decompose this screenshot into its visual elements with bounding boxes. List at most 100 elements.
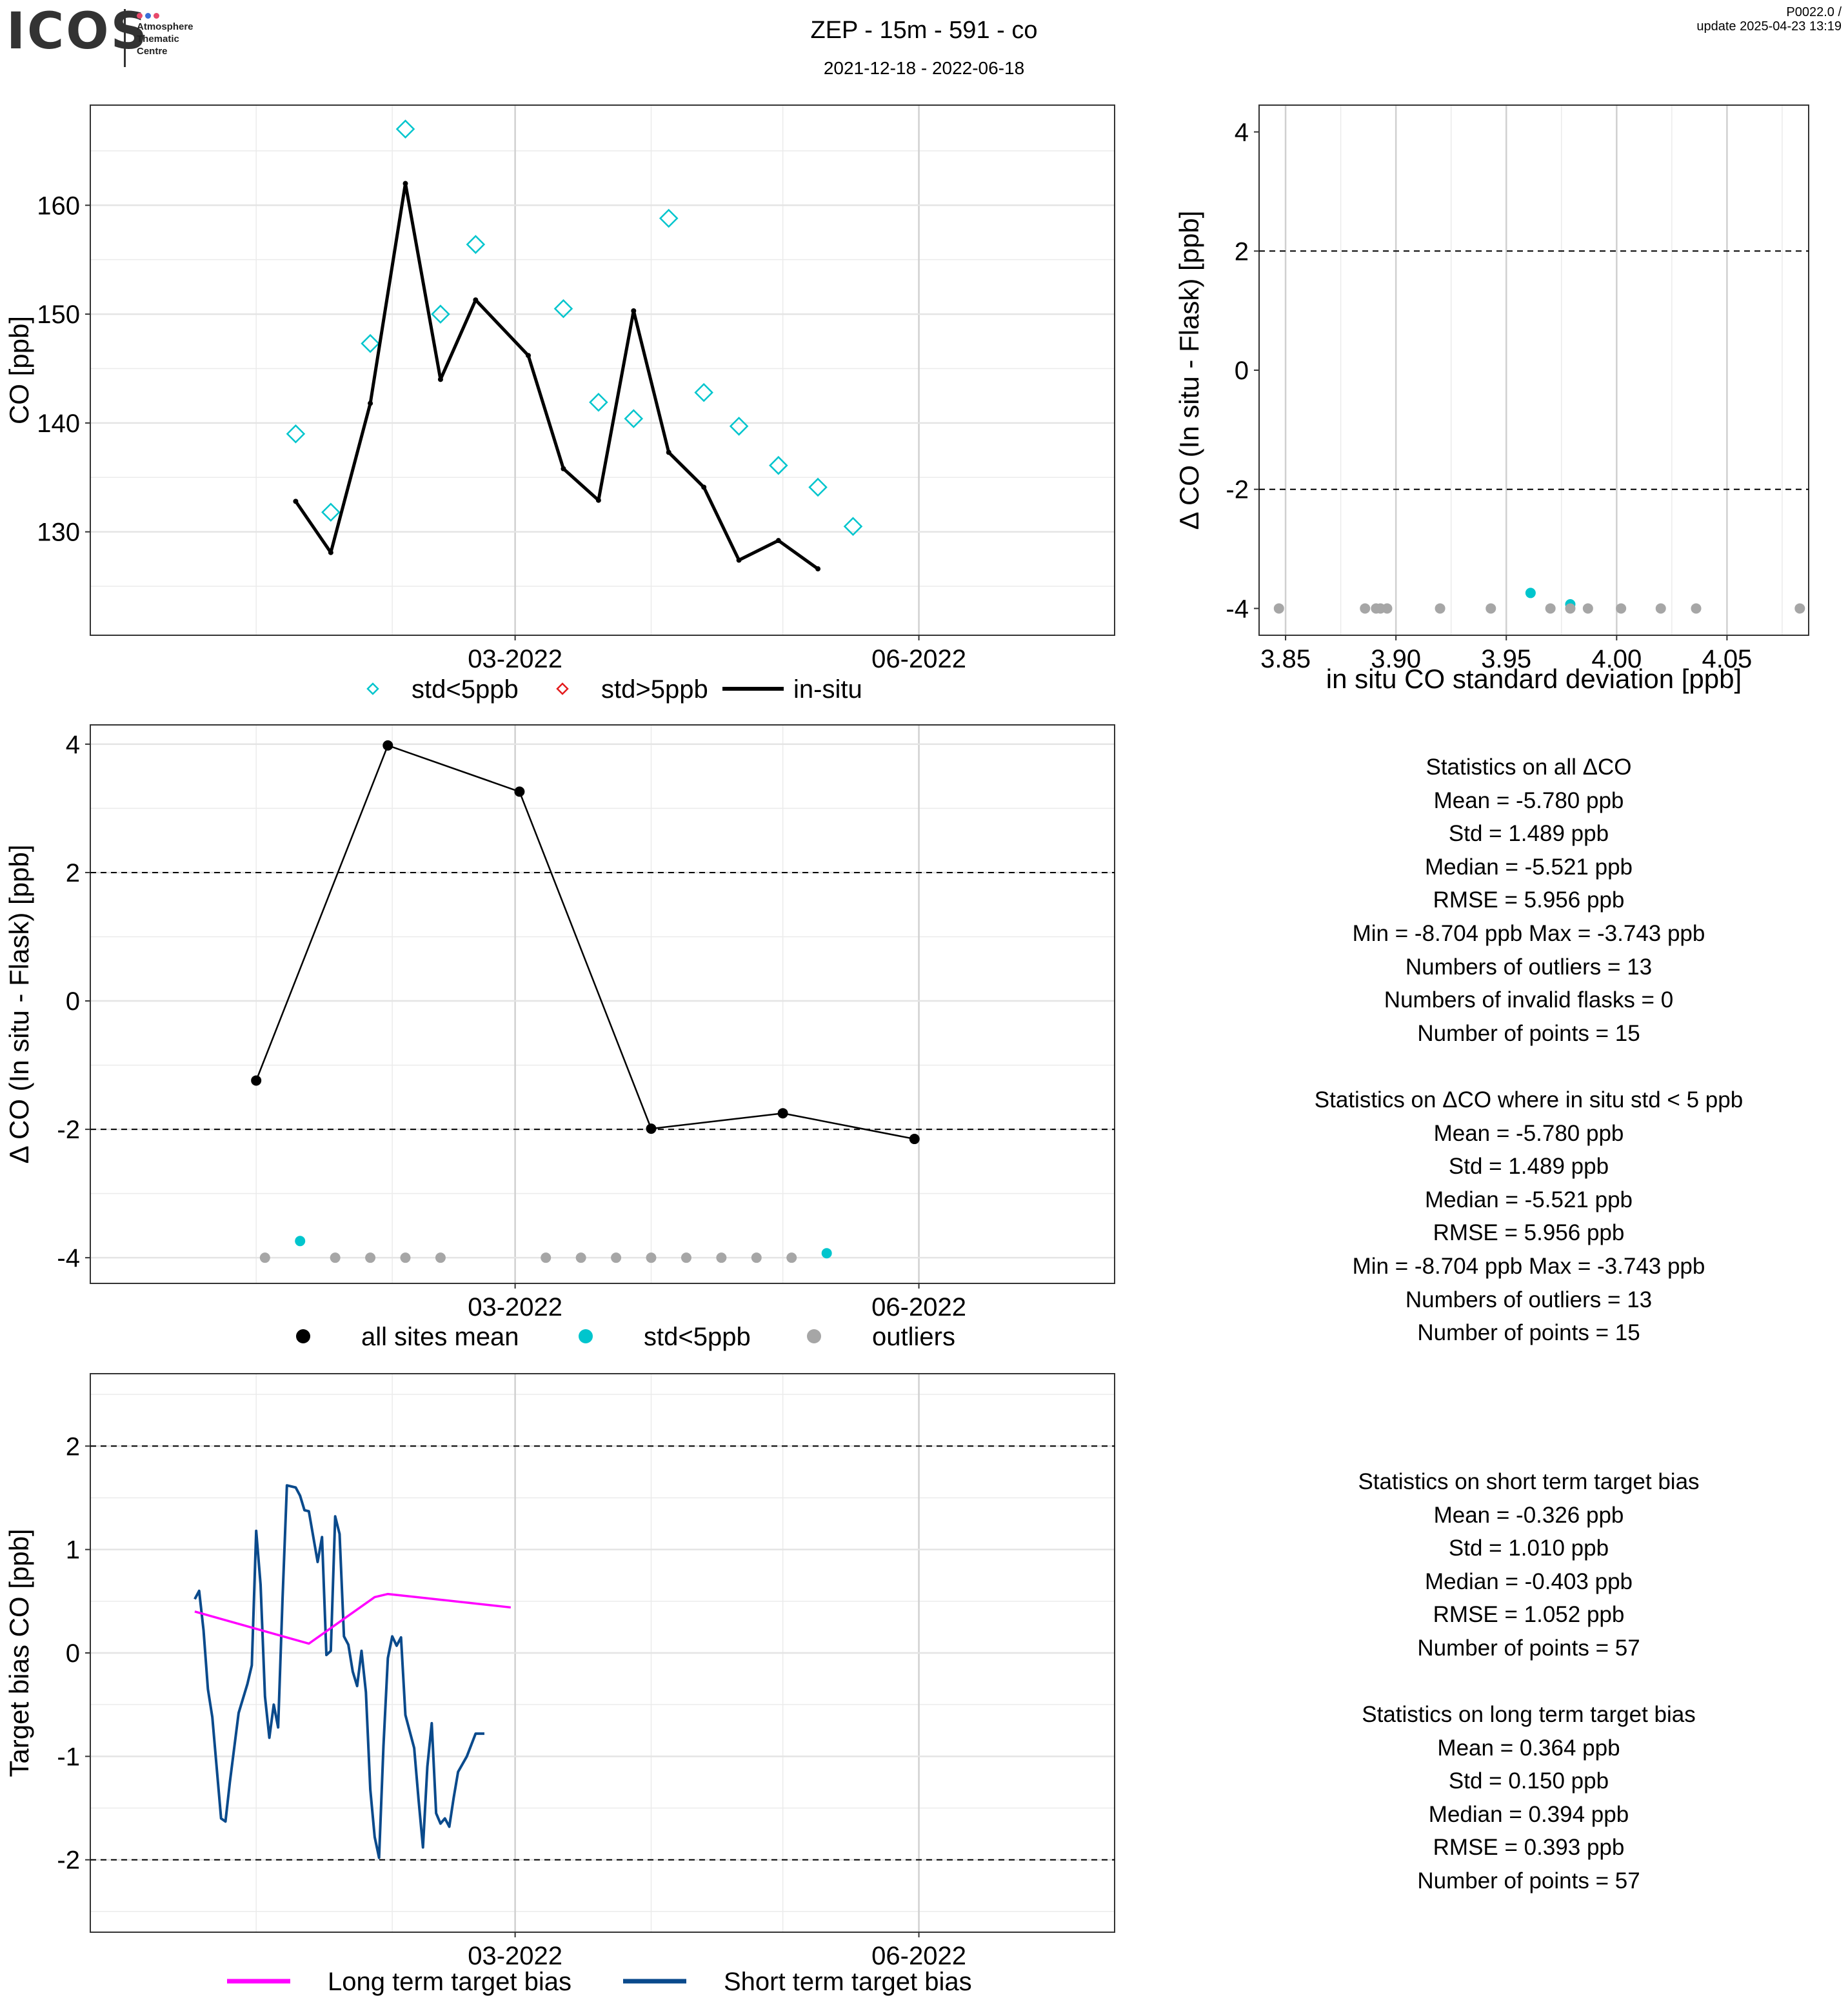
outlier-point xyxy=(1582,603,1593,614)
x-tick-label: 06-2022 xyxy=(871,645,966,673)
stats-line: Number of points = 15 xyxy=(1417,1320,1640,1346)
x-tick-label: 3.85 xyxy=(1260,645,1311,673)
outlier-point xyxy=(1382,603,1393,614)
x-tick-label: 4.05 xyxy=(1702,645,1752,673)
delta-plot-frame xyxy=(90,724,1115,1284)
y-tick-label: 0 xyxy=(66,1639,80,1668)
insitu-point xyxy=(631,308,637,314)
y-tick-label: -1 xyxy=(57,1743,80,1771)
std-lt5-point xyxy=(1525,588,1536,598)
stats-line: RMSE = 5.956 ppb xyxy=(1433,1220,1625,1246)
outlier-point xyxy=(1435,603,1446,614)
co-plot-frame xyxy=(90,104,1115,636)
flask-std-lt5-point xyxy=(553,299,573,319)
insitu-point xyxy=(526,353,532,359)
y-tick-label: 4 xyxy=(1235,119,1249,147)
logo-subtitle-line: Atmosphere xyxy=(137,21,194,32)
version-info: P0022.0 / update 2025-04-23 13:19 xyxy=(1696,5,1842,34)
x-tick-label: 06-2022 xyxy=(871,1942,966,1970)
stats-long-block: Statistics on long term target bias Mean… xyxy=(1264,1698,1793,1898)
y-tick-label: 2 xyxy=(66,859,80,887)
outlier-point xyxy=(435,1252,446,1263)
stats-line: Min = -8.704 ppb Max = -3.743 ppb xyxy=(1352,1253,1705,1279)
logo-subtitle-line: Centre xyxy=(137,46,168,57)
insitu-point xyxy=(402,181,408,186)
y-tick-label: -4 xyxy=(57,1244,80,1272)
y-tick-label: -4 xyxy=(1226,595,1249,623)
flask-std-lt5-point xyxy=(843,517,863,536)
y-tick-label: 150 xyxy=(37,301,80,329)
y-tick-label: 1 xyxy=(66,1536,80,1565)
x-tick-label: 06-2022 xyxy=(871,1293,966,1321)
flask-std-lt5-point xyxy=(694,382,713,402)
outlier-point xyxy=(1616,603,1627,614)
all-sites-mean-point xyxy=(251,1075,262,1086)
y-tick-label: -2 xyxy=(57,1846,80,1875)
stats-line: Number of points = 15 xyxy=(1417,1020,1640,1046)
stats-line: Median = 0.394 ppb xyxy=(1428,1801,1629,1827)
stats-short-block: Statistics on short term target bias Mea… xyxy=(1264,1465,1793,1665)
legend-std-lt5-label: std<5ppb xyxy=(412,675,519,704)
outlier-point xyxy=(259,1252,270,1263)
outlier-point xyxy=(400,1252,411,1263)
insitu-point xyxy=(736,557,742,563)
logo-dot xyxy=(154,13,159,19)
flask-std-lt5-point xyxy=(729,417,749,436)
flask-std-lt5-point xyxy=(321,502,341,522)
y-axis-label: Δ CO (In situ - Flask) [ppb] xyxy=(1174,211,1204,530)
all-sites-mean-point xyxy=(646,1123,657,1134)
icos-logo-text: ICOS xyxy=(6,3,149,61)
page-title: ZEP - 15m - 591 - co xyxy=(810,17,1038,44)
date-range: 2021-12-18 - 2022-06-18 xyxy=(823,58,1025,78)
all-sites-mean-line xyxy=(255,744,915,1140)
x-tick-label: 3.90 xyxy=(1371,645,1421,673)
outlier-point xyxy=(1794,603,1805,614)
stats-std5-block: Statistics on ΔCO where in situ std < 5 … xyxy=(1264,1083,1793,1350)
stats-line: Min = -8.704 ppb Max = -3.743 ppb xyxy=(1352,920,1705,946)
stats-line: Std = 0.150 ppb xyxy=(1448,1768,1609,1794)
stats-line: Median = -5.521 ppb xyxy=(1424,1187,1633,1212)
y-tick-label: 0 xyxy=(1235,357,1249,385)
outlier-point xyxy=(611,1252,622,1263)
insitu-point xyxy=(368,400,373,406)
long-term-bias-line xyxy=(194,1592,511,1645)
outlier-point xyxy=(751,1252,762,1263)
outlier-point xyxy=(541,1252,551,1263)
x-tick-label: 03-2022 xyxy=(468,1293,562,1321)
all-sites-mean-point xyxy=(909,1134,920,1145)
outlier-point xyxy=(1273,603,1284,614)
legend-outliers-icon xyxy=(807,1329,821,1343)
insitu-point xyxy=(701,484,707,490)
outlier-point xyxy=(1691,603,1702,614)
legend-std-lt5-icon xyxy=(366,682,379,695)
all-sites-mean-point xyxy=(777,1108,788,1119)
stats-line: Numbers of invalid flasks = 0 xyxy=(1384,987,1674,1013)
logo-subtitle: Atmosphere Thematic Centre xyxy=(137,21,194,57)
stats-line: RMSE = 1.052 ppb xyxy=(1433,1602,1625,1628)
flask-std-lt5-point xyxy=(589,393,608,412)
y-tick-label: 0 xyxy=(66,987,80,1016)
stats-title: Statistics on short term target bias xyxy=(1358,1469,1700,1494)
x-tick-label: 4.00 xyxy=(1591,645,1642,673)
y-axis-label: Target bias CO [ppb] xyxy=(4,1528,34,1777)
insitu-line xyxy=(294,182,819,571)
stats-line: Number of points = 57 xyxy=(1417,1868,1640,1893)
stats-all-block: Statistics on all ΔCO Mean = -5.780 ppb … xyxy=(1264,751,1793,1050)
insitu-point xyxy=(815,566,821,572)
logo-dot xyxy=(145,13,151,19)
outlier-point xyxy=(1655,603,1666,614)
flask-std-lt5-point xyxy=(395,119,415,139)
legend-long-term-label: Long term target bias xyxy=(328,1968,571,1996)
y-tick-label: 4 xyxy=(66,731,80,759)
legend-short-term-label: Short term target bias xyxy=(724,1968,972,1996)
legend-mean-icon xyxy=(296,1329,310,1343)
insitu-point xyxy=(775,538,781,544)
flask-std-lt5-point xyxy=(808,477,828,497)
flask-std-lt5-point xyxy=(286,424,306,444)
insitu-point xyxy=(473,297,479,303)
insitu-point xyxy=(666,450,671,455)
stats-line: Std = 1.489 ppb xyxy=(1448,1154,1609,1180)
x-tick-label: 03-2022 xyxy=(468,645,562,673)
logo-subtitle-line: Thematic xyxy=(137,34,179,44)
